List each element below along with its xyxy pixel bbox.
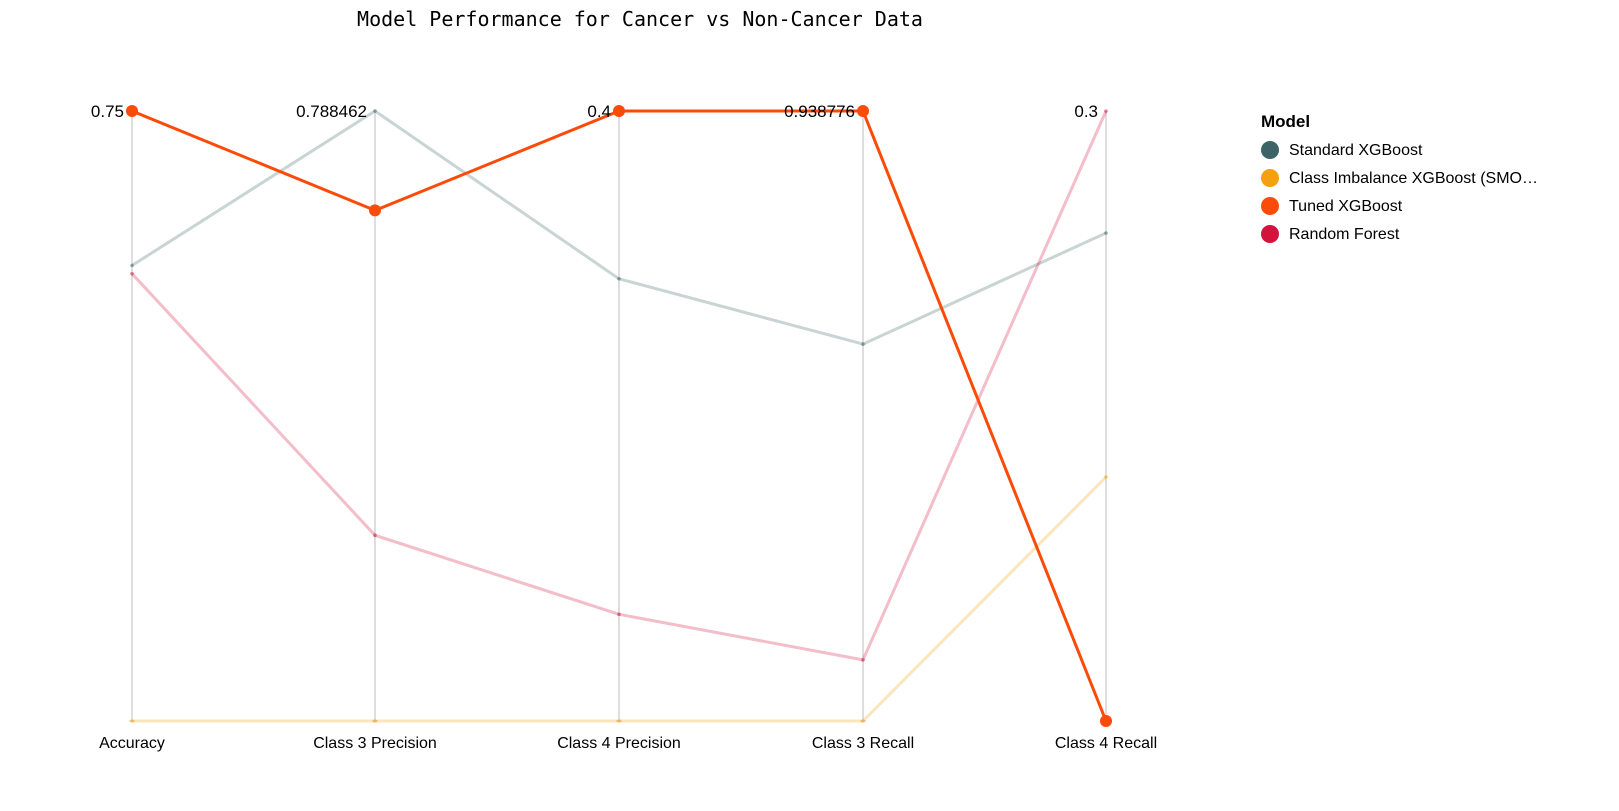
legend: Model Standard XGBoost Class Imbalance XG… [1261, 112, 1538, 243]
axis-label-class-3-precision: Class 3 Precision [313, 735, 437, 752]
series-point-class-imbalance-xgboost-smote [373, 719, 377, 723]
series-point-random-forest [617, 612, 621, 617]
axes-group: Accuracy Class 3 Precision Class 4 Precisi… [99, 111, 1157, 752]
series-point-standard-xgboost [617, 276, 621, 281]
series-point-standard-xgboost [861, 342, 865, 346]
axis-label-class-4-recall: Class 4 Recall [1055, 735, 1157, 752]
axis-max-label-class-3-precision: 0.788462 [296, 102, 367, 121]
axis-max-labels: 0.75 0.788462 0.4 0.938776 0.3 [91, 102, 1098, 121]
legend-label-tuned-xgboost[interactable]: Tuned XGBoost [1289, 198, 1403, 215]
series-point-class-imbalance-xgboost-smote [861, 719, 865, 723]
series-point-standard-xgboost [130, 263, 134, 268]
highlight-point-class-3-recall[interactable] [857, 105, 869, 117]
legend-label-standard-xgboost[interactable]: Standard XGBoost [1289, 142, 1423, 159]
legend-title: Model [1261, 112, 1310, 131]
highlight-point-accuracy[interactable] [126, 105, 138, 117]
highlight-point-class-4-recall[interactable] [1100, 715, 1112, 727]
legend-swatch-tuned-xgboost[interactable] [1261, 197, 1279, 215]
legend-swatch-random-forest[interactable] [1261, 225, 1279, 243]
legend-label-random-forest[interactable]: Random Forest [1289, 226, 1400, 243]
axis-max-label-class-4-precision: 0.4 [587, 102, 611, 121]
legend-swatch-standard-xgboost[interactable] [1261, 141, 1279, 159]
axis-label-class-4-precision: Class 4 Precision [557, 735, 681, 752]
legend-swatch-class-imbalance-xgboost-smote[interactable] [1261, 169, 1279, 187]
series-point-random-forest [1104, 109, 1108, 113]
axis-max-label-accuracy: 0.75 [91, 102, 124, 121]
series-point-standard-xgboost [373, 109, 377, 113]
highlight-point-class-3-precision[interactable] [369, 204, 381, 217]
series-point-class-imbalance-xgboost-smote [130, 719, 134, 723]
axis-max-label-class-3-recall: 0.938776 [784, 102, 855, 121]
series-point-class-imbalance-xgboost-smote [617, 719, 621, 723]
highlight-points [126, 105, 1112, 727]
series-point-standard-xgboost [1104, 231, 1108, 235]
series-point-random-forest [130, 271, 134, 276]
highlight-point-class-4-precision[interactable] [613, 105, 625, 117]
series-point-class-imbalance-xgboost-smote [1104, 475, 1108, 479]
series-point-random-forest [861, 658, 865, 662]
axis-label-accuracy: Accuracy [99, 735, 165, 752]
legend-label-class-imbalance-xgboost-smote[interactable]: Class Imbalance XGBoost (SMO… [1289, 170, 1538, 187]
axis-max-label-class-4-recall: 0.3 [1074, 102, 1098, 121]
chart-title: Model Performance for Cancer vs Non-Canc… [357, 7, 923, 31]
axis-label-class-3-recall: Class 3 Recall [812, 735, 914, 752]
series-point-random-forest [373, 533, 377, 538]
